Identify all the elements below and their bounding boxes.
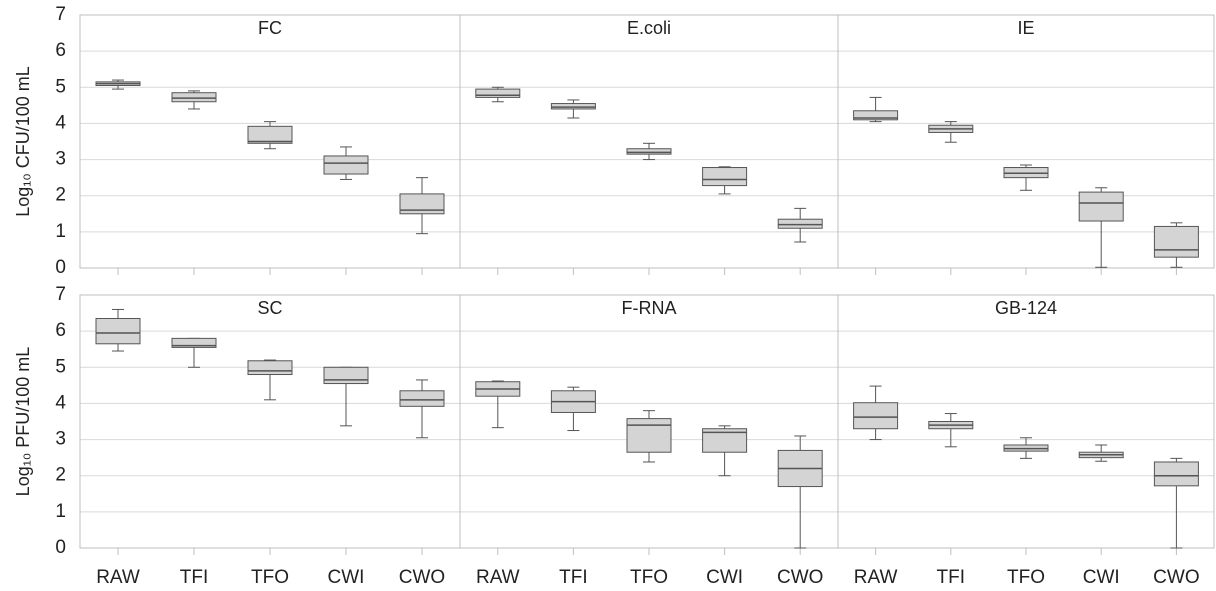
box bbox=[702, 428, 748, 453]
panel-title: SC bbox=[257, 298, 282, 318]
x-tick-label: RAW bbox=[96, 567, 140, 588]
box bbox=[1078, 191, 1124, 222]
panel-title: IE bbox=[1017, 18, 1034, 38]
panel-title: GB-124 bbox=[995, 298, 1057, 318]
x-tick-label: CWO bbox=[399, 567, 445, 588]
y-tick-label: 3 bbox=[55, 429, 66, 450]
y-tick-label: 7 bbox=[55, 284, 66, 305]
x-tick-label: TFI bbox=[180, 567, 209, 588]
panel-title: F-RNA bbox=[622, 298, 677, 318]
x-tick-label: RAW bbox=[476, 567, 520, 588]
box bbox=[626, 418, 672, 453]
x-tick-label: TFO bbox=[251, 567, 289, 588]
box bbox=[399, 193, 445, 215]
x-tick-label: CWO bbox=[1153, 567, 1199, 588]
x-tick-label: RAW bbox=[854, 567, 898, 588]
y-tick-label: 2 bbox=[55, 185, 66, 206]
box bbox=[95, 317, 141, 345]
y-axis-label: Log₁₀ CFU/100 mL bbox=[13, 66, 33, 217]
x-tick-label: TFI bbox=[559, 567, 588, 588]
y-tick-label: 4 bbox=[55, 112, 66, 133]
box bbox=[323, 155, 369, 175]
x-tick-label: TFI bbox=[937, 567, 966, 588]
box bbox=[626, 148, 672, 155]
y-tick-label: 1 bbox=[55, 221, 66, 242]
x-tick-label: CWI bbox=[1083, 567, 1120, 588]
box bbox=[475, 88, 521, 98]
y-tick-label: 4 bbox=[55, 392, 66, 413]
x-tick-label: CWI bbox=[328, 567, 365, 588]
box bbox=[323, 366, 369, 385]
panel-title: E.coli bbox=[627, 18, 671, 38]
x-tick-label: TFO bbox=[630, 567, 668, 588]
y-tick-label: 7 bbox=[55, 4, 66, 25]
x-tick-label: CWO bbox=[777, 567, 823, 588]
x-tick-label: CWI bbox=[706, 567, 743, 588]
y-axis-label: Log₁₀ PFU/100 mL bbox=[13, 347, 33, 497]
box bbox=[399, 390, 445, 407]
box bbox=[1153, 225, 1199, 258]
y-tick-label: 0 bbox=[55, 537, 66, 558]
y-tick-label: 0 bbox=[55, 257, 66, 278]
y-tick-label: 5 bbox=[55, 356, 66, 377]
y-tick-label: 3 bbox=[55, 149, 66, 170]
box bbox=[171, 337, 217, 348]
box bbox=[702, 167, 748, 187]
box bbox=[247, 125, 293, 144]
y-tick-label: 6 bbox=[55, 320, 66, 341]
y-tick-label: 5 bbox=[55, 76, 66, 97]
panel-frame bbox=[459, 14, 839, 269]
box bbox=[247, 360, 293, 376]
box bbox=[171, 92, 217, 103]
y-tick-label: 6 bbox=[55, 40, 66, 61]
y-tick-label: 1 bbox=[55, 501, 66, 522]
box bbox=[777, 218, 823, 229]
box bbox=[1153, 461, 1199, 487]
box bbox=[550, 103, 596, 110]
box bbox=[853, 110, 899, 121]
x-tick-label: TFO bbox=[1007, 567, 1045, 588]
box bbox=[853, 402, 899, 430]
panel-title: FC bbox=[258, 18, 282, 38]
y-tick-label: 2 bbox=[55, 465, 66, 486]
